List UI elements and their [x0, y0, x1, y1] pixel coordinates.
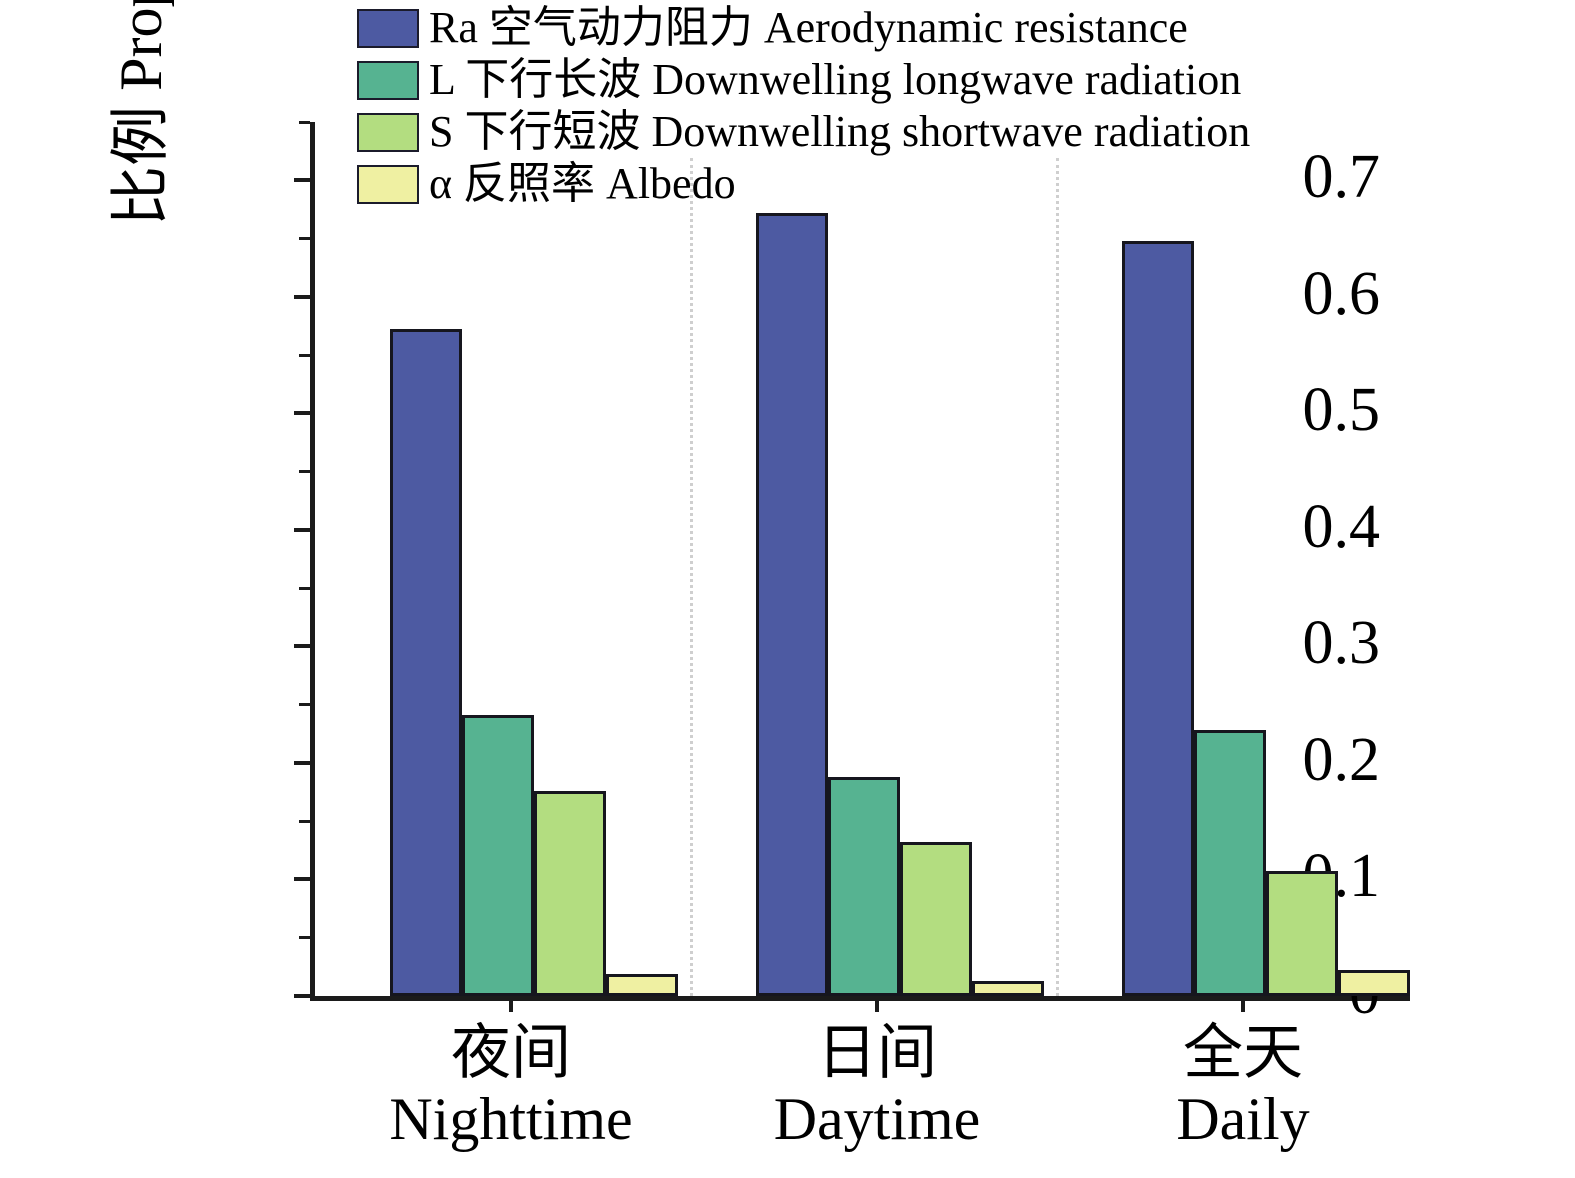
y-tick-major — [294, 994, 310, 998]
x-group-label-cn: 全天 — [1183, 1020, 1303, 1086]
plot-area: 00.10.20.30.40.50.60.7 — [294, 120, 1410, 1024]
y-tick-label: 0.2 — [1302, 725, 1381, 794]
y-tick-minor — [299, 819, 310, 823]
bar — [900, 842, 972, 996]
legend-item[interactable]: Ra 空气动力阻力 Aerodynamic resistance — [357, 2, 1457, 54]
x-group-label: 夜间 Nighttime — [311, 1020, 711, 1152]
x-group-label-en: Nighttime — [389, 1086, 633, 1152]
x-group-label: 全天 Daily — [1043, 1020, 1443, 1152]
group-separator — [690, 158, 693, 996]
y-tick-label: 0.7 — [1302, 143, 1381, 212]
bar — [534, 790, 606, 996]
legend-item-label: S 下行短波 Downwelling shortwave radiation — [429, 107, 1251, 156]
x-group-label-cn: 日间 — [817, 1020, 937, 1086]
x-axis-line — [310, 996, 1410, 1001]
y-tick-label: 0.6 — [1302, 259, 1381, 328]
chart-legend: Ra 空气动力阻力 Aerodynamic resistance L 下行长波 D… — [357, 2, 1457, 210]
x-tick — [875, 996, 879, 1012]
legend-item-label: L 下行长波 Downwelling longwave radiation — [429, 55, 1242, 104]
legend-swatch-icon — [357, 164, 419, 204]
legend-item[interactable]: L 下行长波 Downwelling longwave radiation — [357, 54, 1457, 106]
x-group-label-en: Daytime — [773, 1086, 981, 1152]
y-tick-major — [294, 527, 310, 532]
bar — [972, 980, 1044, 996]
legend-item-label: Ra 空气动力阻力 Aerodynamic resistance — [429, 3, 1188, 52]
bar — [462, 715, 534, 996]
legend-swatch-icon — [357, 8, 419, 48]
y-axis-line — [310, 122, 315, 996]
bar — [1194, 730, 1266, 996]
y-tick-minor — [299, 237, 310, 241]
y-tick-label: 0.4 — [1302, 492, 1381, 561]
x-tick — [509, 996, 513, 1012]
legend-item[interactable]: α 反照率 Albedo — [357, 158, 1457, 210]
legend-item-label: α 反照率 Albedo — [429, 159, 736, 208]
y-tick-label: 0.3 — [1302, 609, 1381, 678]
y-axis-title: 比例 Proportion — [108, 0, 174, 226]
y-tick-minor — [299, 703, 310, 707]
x-group-label-cn: 夜间 — [451, 1020, 571, 1086]
bar — [606, 973, 678, 996]
bar — [756, 212, 828, 996]
y-tick-minor — [299, 470, 310, 474]
legend-swatch-icon — [357, 112, 419, 152]
group-separator — [1056, 158, 1059, 996]
y-tick-major — [294, 294, 310, 299]
bar — [828, 776, 900, 996]
x-group-label: 日间 Daytime — [677, 1020, 1077, 1152]
y-tick-major — [294, 178, 310, 183]
y-tick-major — [294, 644, 310, 649]
legend-swatch-icon — [357, 60, 419, 100]
bar — [1338, 970, 1410, 996]
y-tick-major — [294, 760, 310, 765]
y-tick-minor — [299, 586, 310, 590]
bar — [390, 329, 462, 996]
y-tick-minor — [299, 120, 310, 124]
y-tick-label: 0.5 — [1302, 376, 1381, 445]
y-tick-minor — [299, 936, 310, 940]
x-group-label-en: Daily — [1176, 1086, 1310, 1152]
y-tick-major — [294, 877, 310, 882]
y-tick-minor — [299, 353, 310, 357]
x-tick — [1241, 996, 1245, 1012]
bar — [1266, 871, 1338, 996]
bar — [1122, 240, 1194, 996]
y-tick-major — [294, 411, 310, 416]
legend-item[interactable]: S 下行短波 Downwelling shortwave radiation — [357, 106, 1457, 158]
